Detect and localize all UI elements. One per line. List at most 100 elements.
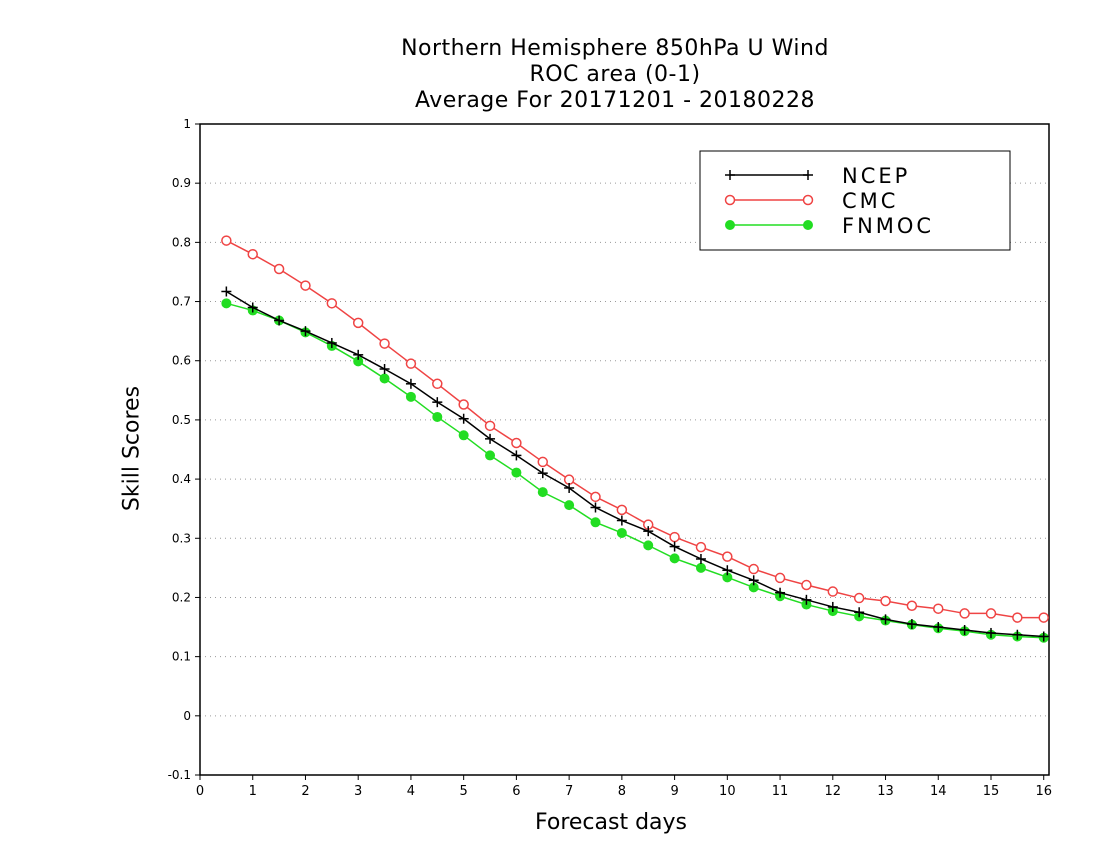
point-cmc [300, 280, 311, 291]
series-line-fnmoc [226, 302, 1044, 639]
point-cmc [326, 298, 338, 309]
legend-label-fnmoc: FNMOC [842, 214, 934, 238]
y-tick-label: 0.5 [172, 413, 191, 427]
point-cmc [352, 317, 364, 329]
point-ncep [485, 433, 496, 444]
y-axis-label: Skill Scores [119, 385, 145, 512]
point-ncep [353, 349, 364, 360]
point-ncep [880, 614, 891, 625]
point-ncep [827, 601, 838, 612]
point-cmc [590, 491, 601, 503]
point-cmc [616, 504, 628, 516]
point-cmc [880, 595, 891, 607]
grid-lines [200, 182, 1049, 717]
point-fnmoc [590, 517, 601, 528]
x-tick-label: 0 [196, 784, 204, 799]
legend-marker-ncep [803, 170, 813, 180]
legend-entry-cmc: CMC [724, 189, 898, 213]
x-tick-label: 7 [565, 784, 573, 799]
point-ncep [775, 587, 786, 598]
point-ncep [748, 575, 759, 586]
x-axis-label: Forecast days [535, 810, 688, 835]
point-ncep [616, 515, 627, 526]
point-ncep [247, 302, 258, 313]
point-ncep [801, 594, 812, 605]
chart-title-line-3: Average For 20171201 - 20180228 [414, 88, 816, 113]
point-ncep [511, 450, 522, 461]
point-fnmoc [616, 527, 627, 538]
y-tick-label: 1 [183, 117, 191, 131]
y-tick-label: 0.3 [172, 531, 191, 545]
x-tick-label: 16 [1035, 784, 1052, 799]
series-cmc [221, 235, 1049, 623]
point-fnmoc [564, 500, 575, 511]
x-tick-label: 12 [825, 784, 842, 799]
point-cmc [273, 263, 285, 275]
point-ncep [458, 413, 469, 424]
y-tick-label: 0.4 [172, 472, 191, 486]
x-tick-label: 11 [772, 784, 789, 799]
x-axis-ticks: 0 1 2 3 4 5 6 7 8 9 10 11 12 13 14 15 16 [196, 775, 1052, 799]
point-cmc [511, 437, 522, 449]
x-tick-label: 6 [512, 784, 520, 799]
y-tick-label: 0 [183, 709, 191, 723]
point-ncep [959, 625, 970, 636]
legend-marker-fnmoc [803, 220, 813, 230]
y-tick-label: 0.2 [172, 590, 191, 604]
point-cmc [221, 235, 232, 246]
x-tick-label: 15 [983, 784, 1000, 799]
point-fnmoc [432, 411, 443, 422]
point-ncep [854, 607, 865, 618]
point-cmc [458, 399, 469, 410]
y-tick-label: 0.7 [172, 295, 191, 309]
point-cmc [484, 420, 496, 432]
point-ncep [906, 619, 917, 630]
point-fnmoc [643, 540, 654, 551]
point-ncep [274, 315, 285, 326]
x-tick-label: 9 [670, 784, 678, 799]
legend-entry-fnmoc: FNMOC [725, 214, 934, 238]
point-fnmoc [537, 487, 548, 498]
x-tick-label: 10 [719, 784, 736, 799]
point-cmc [985, 608, 997, 619]
x-tick-label: 1 [249, 784, 257, 799]
legend-marker-cmc [724, 194, 736, 206]
point-ncep [564, 482, 575, 493]
y-tick-label: 0.6 [172, 354, 191, 368]
point-cmc [906, 600, 918, 611]
point-ncep [669, 541, 680, 552]
point-cmc [748, 563, 759, 575]
x-tick-label: 8 [618, 784, 626, 799]
point-fnmoc [669, 553, 680, 564]
y-axis-ticks: -0.1 0 0.1 0.2 0.3 0.4 0.5 0.6 0.7 0.8 0.9 1 [168, 117, 200, 782]
series-line-ncep [225, 290, 1044, 638]
point-cmc [537, 456, 549, 468]
point-ncep [643, 526, 654, 537]
chart-title-line-1: Northern Hemisphere 850hPa U Wind [401, 36, 829, 61]
point-ncep [405, 378, 416, 389]
point-cmc [933, 603, 944, 614]
x-tick-label: 5 [460, 784, 468, 799]
point-fnmoc [458, 430, 469, 441]
point-cmc [695, 541, 707, 553]
y-tick-label: 0.9 [172, 176, 191, 190]
legend-label-cmc: CMC [842, 189, 898, 213]
series-ncep [221, 286, 1049, 642]
point-ncep [590, 502, 601, 513]
point-cmc [774, 572, 786, 584]
legend-marker-ncep [725, 170, 735, 180]
point-cmc [827, 586, 839, 597]
legend-marker-fnmoc [725, 220, 735, 230]
plot-area-frame [199, 123, 1050, 776]
point-cmc [722, 551, 733, 562]
point-ncep [537, 468, 548, 479]
point-ncep [300, 326, 311, 337]
x-tick-label: 13 [877, 784, 894, 799]
legend-marker-cmc [802, 194, 814, 206]
point-ncep [722, 565, 733, 576]
point-fnmoc [695, 562, 706, 573]
point-ncep [695, 553, 706, 564]
chart-title-line-2: ROC area (0-1) [529, 62, 701, 87]
